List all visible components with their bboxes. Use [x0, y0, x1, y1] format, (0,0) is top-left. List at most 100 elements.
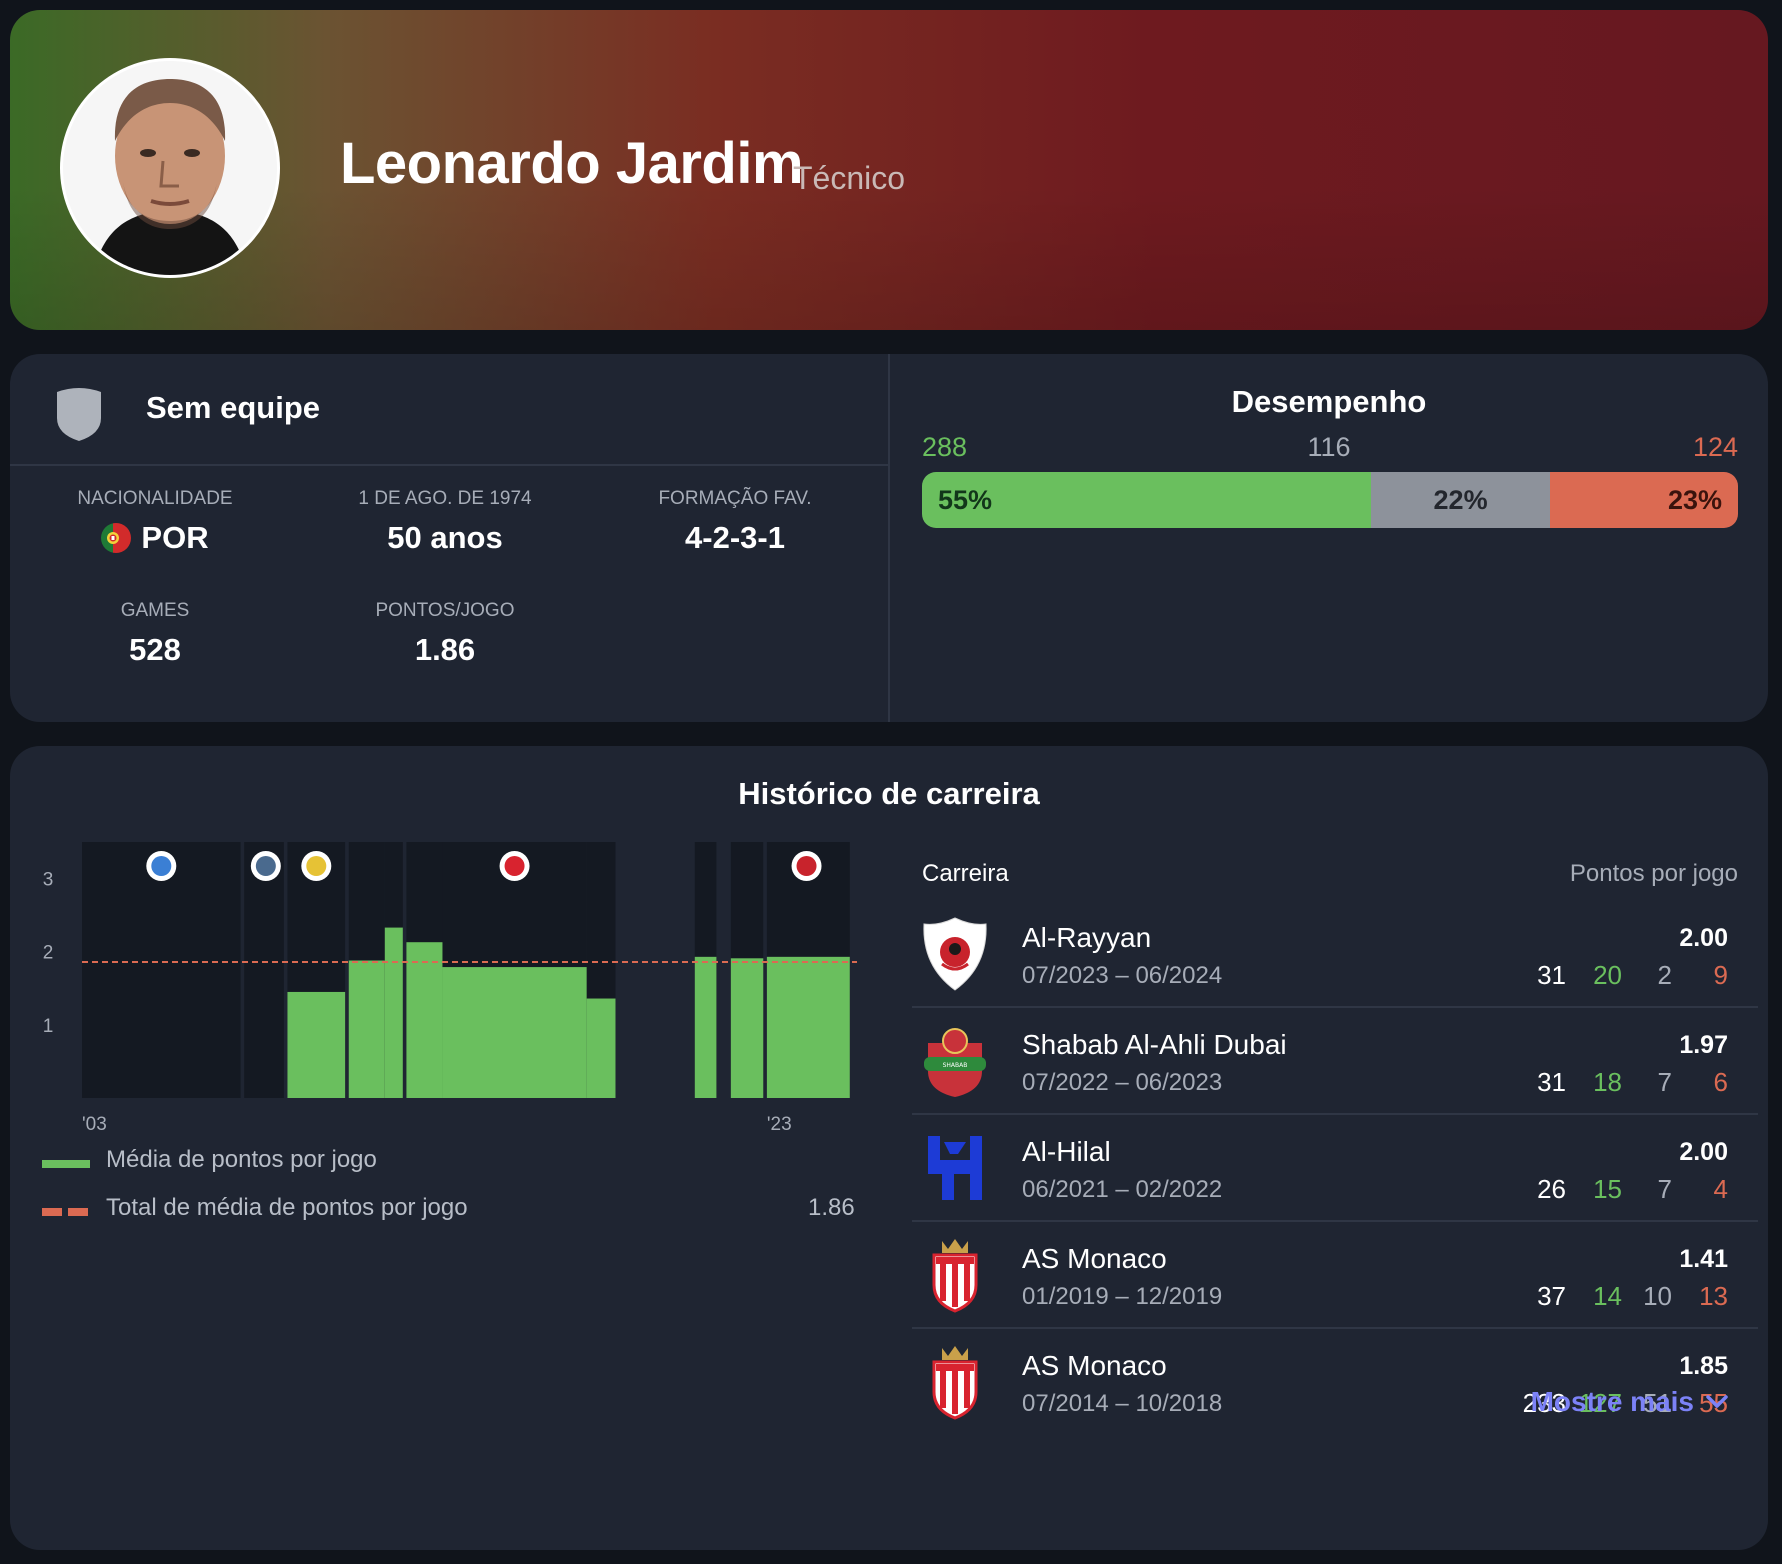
birth-date-label: 1 DE AGO. DE 1974 [358, 488, 532, 509]
club-ppg: 1.97 [1679, 1031, 1728, 1059]
club-losses: 6 [1713, 1067, 1728, 1097]
legend-swatch-average [42, 1208, 90, 1216]
club-wins: 15 [1593, 1174, 1622, 1204]
draws-count: 116 [1307, 432, 1351, 462]
club-name: Shabab Al-Ahli Dubai [1022, 1029, 1287, 1060]
career-row-monaco-2014[interactable]: AS Monaco 07/2014 – 10/2018 1.85 233 127… [912, 1330, 1768, 1436]
chart-stint-background [244, 842, 284, 1098]
loss-segment: 23% [1550, 472, 1738, 528]
career-card: Histórico de carreira 1 2 3 '03 '23 Média de… [10, 746, 1768, 1550]
club-losses: 9 [1713, 960, 1728, 990]
svg-text:SHABAB: SHABAB [943, 1062, 968, 1069]
club-dates: 01/2019 – 12/2019 [1022, 1283, 1223, 1310]
chart-y-tick-label: 3 [43, 870, 54, 891]
career-row-shabab-al-ahli[interactable]: SHABAB Shabab Al-Ahli Dubai 07/2022 – 06… [912, 1009, 1768, 1115]
chart-y-tick-label: 2 [43, 943, 54, 964]
shabab-al-ahli-logo: SHABAB [924, 1028, 986, 1097]
legend-swatch-ppg [42, 1160, 90, 1168]
career-row-al-hilal[interactable]: Al-Hilal 06/2021 – 02/2022 2.00 26 15 7 … [912, 1116, 1768, 1222]
club-ppg: 1.41 [1679, 1245, 1728, 1273]
age-stat: 1 DE AGO. DE 1974 50 anos [300, 488, 590, 556]
nationality-stat: NACIONALIDADE POR [10, 488, 300, 556]
club-draws: 2 [1657, 960, 1672, 990]
coach-name: Leonardo Jardim [340, 131, 804, 196]
club-name: AS Monaco [1022, 1243, 1167, 1274]
games-label: GAMES [120, 600, 190, 621]
club-dates: 07/2023 – 06/2024 [1022, 962, 1223, 989]
formation-stat: FORMAÇÃO FAV. 4-2-3-1 [590, 488, 880, 556]
win-segment: 55% [922, 472, 1371, 528]
club-wins: 18 [1593, 1067, 1622, 1097]
ppg-label: PONTOS/JOGO [375, 600, 515, 621]
team-name[interactable]: Sem equipe [146, 390, 320, 425]
club-dates: 07/2014 – 10/2018 [1022, 1390, 1223, 1417]
club-ppg: 1.85 [1679, 1352, 1728, 1380]
club-badge-2-inner [255, 856, 276, 876]
divider [888, 354, 890, 722]
career-row-monaco-2019[interactable]: AS Monaco 01/2019 – 12/2019 1.41 37 14 1… [912, 1223, 1768, 1329]
legend-average-label: Total de média de pontos por jogo [106, 1194, 468, 1221]
chart-stint-background [82, 842, 241, 1098]
losses-count: 124 [1692, 432, 1738, 462]
career-title: Histórico de carreira [738, 776, 1040, 811]
club-games: 37 [1537, 1281, 1566, 1311]
club-games: 26 [1537, 1174, 1566, 1204]
career-chart: 1 2 3 '03 '23 [43, 842, 857, 1135]
chart-x-tick-label: '03 [82, 1114, 107, 1135]
club-draws: 10 [1643, 1281, 1672, 1311]
monaco-badge-inner [504, 856, 525, 876]
nationality-label: NACIONALIDADE [77, 488, 233, 509]
club-ppg: 2.00 [1679, 1138, 1728, 1166]
chart-bar [348, 960, 385, 1098]
show-more-button[interactable]: Mostre mais [1531, 1386, 1728, 1418]
chart-bar [586, 998, 616, 1098]
club-name: Al-Rayyan [1022, 922, 1152, 953]
club-draws: 7 [1657, 1067, 1672, 1097]
club-draws: 7 [1657, 1174, 1672, 1204]
club-name: AS Monaco [1022, 1350, 1167, 1381]
al-rayyan-logo [923, 917, 987, 991]
chart-y-tick-label: 1 [43, 1016, 54, 1037]
club-wins: 20 [1593, 960, 1622, 990]
portugal-flag-icon [101, 523, 132, 553]
chevron-down-icon [1706, 1395, 1728, 1408]
performance-bar: 55% 22% 23% [922, 472, 1738, 528]
nationality-value: POR [141, 520, 209, 555]
career-list-header: Carreira [922, 860, 1009, 887]
club-draws: 51 [1643, 1388, 1672, 1418]
chart-bar [694, 956, 717, 1098]
club-badge-1-inner [151, 856, 172, 876]
ppg-value: 1.86 [414, 632, 476, 667]
chart-bar [406, 942, 443, 1098]
age-value: 50 anos [387, 520, 503, 555]
club-name: Al-Hilal [1022, 1136, 1111, 1167]
club-games: 31 [1537, 960, 1566, 990]
club-games: 31 [1537, 1067, 1566, 1097]
al-rayyan-badge-inner [796, 856, 817, 876]
shield-icon [57, 388, 101, 441]
legend-ppg-label: Média de pontos por jogo [106, 1146, 377, 1173]
player-header: Leonardo Jardim Técnico [10, 10, 1768, 330]
formation-label: FORMAÇÃO FAV. [658, 488, 812, 509]
chart-x-tick-label: '23 [767, 1114, 792, 1135]
club-dates: 06/2021 – 02/2022 [1022, 1176, 1223, 1203]
career-row-al-rayyan[interactable]: Al-Rayyan 07/2023 – 06/2024 2.00 31 20 2… [912, 902, 1768, 1008]
chart-bar [384, 927, 403, 1098]
games-stat: GAMES 528 [10, 600, 300, 668]
info-card: Sem equipe NACIONALIDADE POR 1 DE AGO. D… [10, 354, 1768, 722]
club-losses: 4 [1713, 1174, 1728, 1204]
chart-bar [287, 991, 346, 1098]
monaco-logo [932, 1346, 978, 1420]
coach-avatar [60, 58, 280, 278]
wins-count: 288 [922, 432, 968, 462]
draw-segment: 22% [1370, 472, 1551, 528]
al-hilal-logo [928, 1136, 982, 1200]
divider [10, 464, 888, 466]
club-games: 233 [1522, 1388, 1566, 1418]
career-list-header-ppg: Pontos por jogo [1569, 860, 1738, 887]
club-badge-3-inner [306, 856, 327, 876]
show-more-label: Mostre mais [1530, 1386, 1694, 1417]
ppg-stat: PONTOS/JOGO 1.86 [300, 600, 590, 668]
club-ppg: 2.00 [1679, 924, 1728, 952]
games-value: 528 [129, 632, 181, 667]
